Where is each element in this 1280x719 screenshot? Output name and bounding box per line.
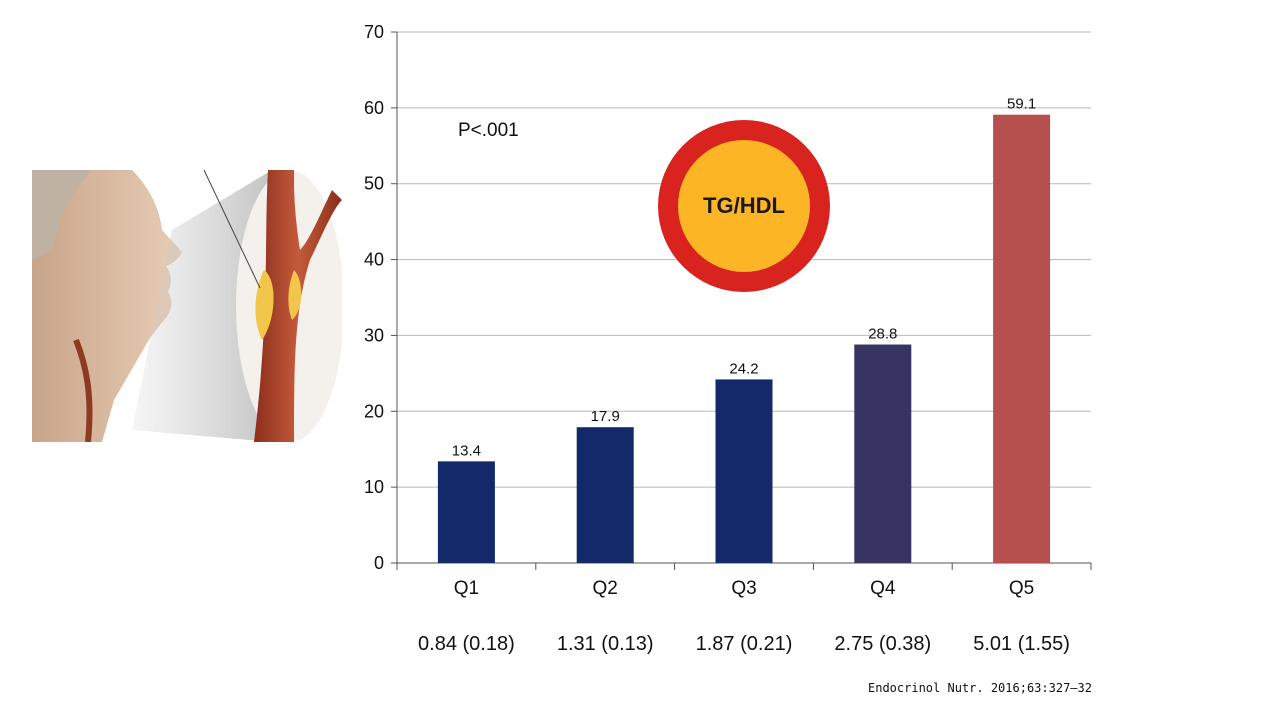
- y-tick-label: 70: [364, 22, 384, 42]
- x-tick-label: Q1: [454, 578, 479, 599]
- category-sublabel: 2.75 (0.38): [834, 633, 931, 655]
- data-label: 17.9: [591, 408, 620, 425]
- y-tick-label: 40: [364, 250, 384, 270]
- bar-q4: [854, 344, 912, 563]
- x-tick-label: Q5: [1009, 578, 1034, 599]
- bar-q5: [993, 114, 1051, 563]
- y-tick-label: 50: [364, 174, 384, 194]
- y-tick-label: 20: [364, 401, 384, 421]
- data-label: 24.2: [729, 360, 758, 377]
- x-tick-label: Q4: [870, 578, 896, 599]
- p-value-annotation: P<.001: [458, 120, 519, 141]
- chart-bars: [437, 114, 1051, 563]
- category-sublabel: 1.31 (0.13): [557, 633, 654, 655]
- data-label: 59.1: [1007, 96, 1036, 113]
- data-label: 13.4: [452, 442, 481, 459]
- x-tick-label: Q2: [593, 578, 618, 599]
- y-tick-label: 0: [374, 553, 384, 573]
- data-label: 28.8: [868, 326, 897, 343]
- y-tick-label: 30: [364, 325, 384, 345]
- category-sublabel: 0.84 (0.18): [418, 633, 515, 655]
- tg-hdl-badge: TG/HDL: [658, 120, 830, 292]
- bar-q3: [715, 379, 773, 563]
- bar-q1: [437, 461, 495, 563]
- category-sublabel: 5.01 (1.55): [973, 633, 1070, 655]
- bar-q2: [576, 427, 634, 563]
- y-tick-label: 60: [364, 98, 384, 118]
- carotid-artery-illustration: [32, 170, 342, 442]
- citation: Endocrinol Nutr. 2016;63:327–32: [868, 681, 1092, 695]
- y-tick-label: 10: [364, 477, 384, 497]
- category-sublabel: 1.87 (0.21): [696, 633, 793, 655]
- chart-labels: 0 10 20 30 40 50 60 70 13.4 Q1 0.84 (0.18) 17.9 Q2 1.…: [364, 22, 1070, 655]
- x-tick-label: Q3: [731, 578, 756, 599]
- tg-hdl-badge-label: TG/HDL: [678, 140, 810, 272]
